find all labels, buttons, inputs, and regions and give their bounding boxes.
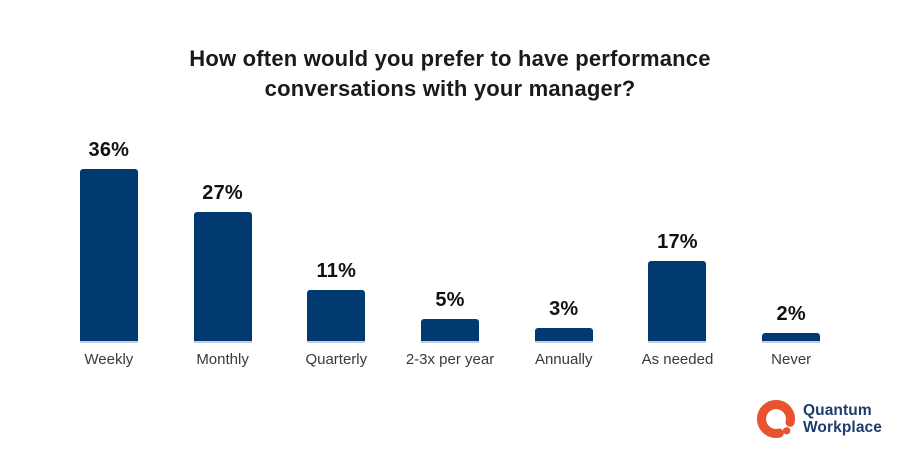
- chart-title: How often would you prefer to have perfo…: [0, 44, 900, 105]
- logo-text-line1: Quantum: [802, 401, 872, 419]
- logo-text-line2: Workplace: [802, 419, 882, 436]
- bar-column: 36%: [52, 131, 166, 343]
- value-label: 17%: [657, 231, 698, 253]
- value-label: 27%: [202, 182, 243, 204]
- bar-column: 2%: [734, 131, 848, 343]
- quantum-workplace-logo: Quantum Workplace: [756, 399, 882, 439]
- bar: [79, 169, 138, 343]
- value-label: 5%: [435, 289, 465, 311]
- category-label: Never: [771, 351, 812, 368]
- bar: [534, 328, 593, 343]
- value-label: 36%: [88, 139, 130, 161]
- category-label: 2-3x per year: [405, 351, 495, 368]
- bar: [193, 212, 252, 343]
- value-label: 2%: [776, 303, 806, 325]
- chart-title-line2: conversations with your manager?: [264, 76, 636, 102]
- chart-title-line1: How often would you prefer to have perfo…: [189, 46, 711, 71]
- bar-column: 27%: [166, 131, 280, 343]
- value-label: 3%: [549, 298, 579, 320]
- bar: [307, 290, 366, 343]
- bar: [421, 319, 480, 343]
- q-tail-dot: [782, 427, 791, 435]
- value-label: 11%: [316, 260, 357, 282]
- logo-text: Quantum Workplace: [803, 402, 882, 436]
- categories-row: Weekly Monthly Quarterly 2-3x per year Annua…: [52, 351, 848, 368]
- q-ring: [757, 400, 795, 438]
- bar-column: 11%: [279, 131, 393, 343]
- category-label: Weekly: [84, 351, 134, 368]
- bar: [648, 261, 707, 343]
- quantum-q-icon: [757, 400, 795, 438]
- category-label: Quarterly: [305, 351, 368, 368]
- bar-column: 5%: [393, 131, 507, 343]
- category-label: Monthly: [196, 351, 249, 368]
- bar-column: 3%: [507, 131, 621, 343]
- bar-column: 17%: [621, 131, 735, 343]
- bar: [762, 333, 821, 343]
- category-label: Annually: [534, 351, 593, 368]
- category-label: As needed: [641, 351, 714, 368]
- bars-row: 36% 27% 11% 5% 3% 17% 2%: [52, 131, 848, 343]
